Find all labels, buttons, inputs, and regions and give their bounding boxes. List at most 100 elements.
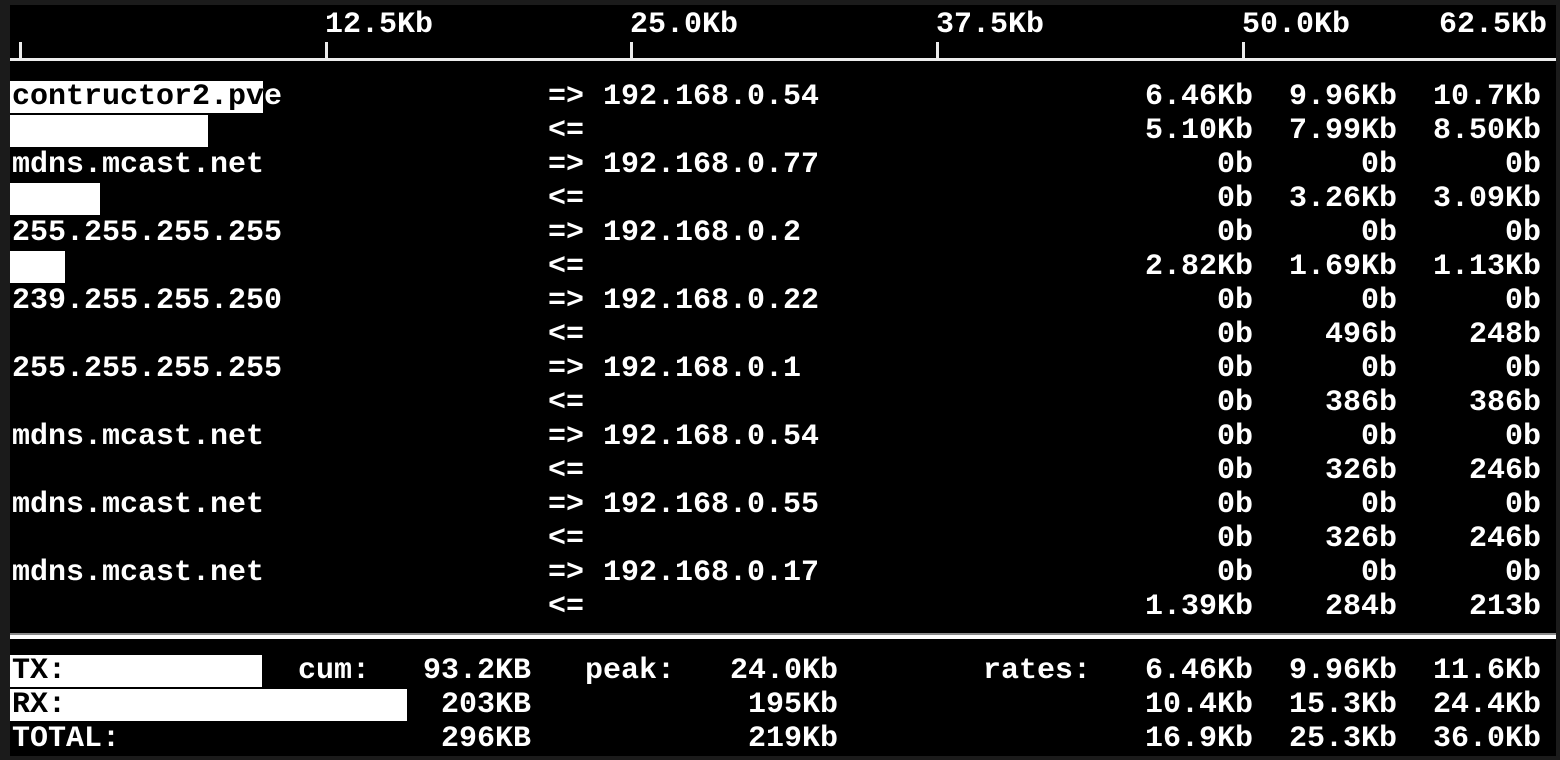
rx-rate-40s: 248b — [1468, 318, 1541, 352]
rx-rate-40s: 8.50Kb — [1432, 114, 1541, 148]
connection-row-tx: mdns.mcast.net => 192.168.0.17 0b 0b 0b — [10, 556, 1556, 590]
footer-row: RX: 203KB 195Kb 10.4Kb 15.3Kb 24.4Kb — [10, 688, 1556, 722]
rate-40s: 24.4Kb — [1432, 688, 1541, 722]
remote-host: 192.168.0.77 — [603, 148, 820, 182]
tx-rate-2s: 0b — [1216, 216, 1253, 250]
rx-traffic-bar — [10, 115, 208, 147]
tx-rate-40s: 0b — [1504, 556, 1541, 590]
tx-rate-40s: 0b — [1504, 216, 1541, 250]
remote-host: 192.168.0.2 — [603, 216, 802, 250]
tx-arrow: => — [548, 284, 585, 318]
footer-row: TX: cum: peak: rates: 93.2KB 24.0Kb 6.46Kb 9.96… — [10, 654, 1556, 688]
rx-rate-10s: 326b — [1324, 454, 1397, 488]
rx-rate-2s: 0b — [1216, 386, 1253, 420]
scale-tick — [936, 42, 939, 59]
tx-rate-10s: 0b — [1360, 148, 1397, 182]
tx-rate-10s: 9.96Kb — [1288, 80, 1397, 114]
connection-row-tx: mdns.mcast.net => 192.168.0.54 0b 0b 0b — [10, 420, 1556, 454]
rate-10s: 15.3Kb — [1288, 688, 1397, 722]
connection-row-tx: mdns.mcast.net => 192.168.0.55 0b 0b 0b — [10, 488, 1556, 522]
local-host: 255.255.255.255 — [12, 216, 283, 250]
peak-value: 219Kb — [747, 722, 838, 756]
remote-host: 192.168.0.22 — [603, 284, 820, 318]
tx-arrow: => — [548, 148, 585, 182]
scale-label-37.5kb: 37.5Kb — [936, 8, 1045, 42]
tx-arrow: => — [548, 420, 585, 454]
footer-row-label: TX: — [12, 654, 67, 688]
local-host: mdns.mcast.net — [12, 556, 265, 590]
rx-rate-40s: 386b — [1468, 386, 1541, 420]
rx-rate-10s: 496b — [1324, 318, 1397, 352]
cum-value: 203KB — [440, 688, 531, 722]
footer-row: TOTAL: 296KB 219Kb 16.9Kb 25.3Kb 36.0Kb — [10, 722, 1556, 756]
rx-rate-10s: 3.26Kb — [1288, 182, 1397, 216]
rx-arrow: <= — [548, 590, 585, 624]
rx-rate-40s: 3.09Kb — [1432, 182, 1541, 216]
connection-row-rx: <= 2.82Kb 1.69Kb 1.13Kb — [10, 250, 1556, 284]
cum-value: 296KB — [440, 722, 531, 756]
connection-row-tx: 255.255.255.255 => 192.168.0.2 0b 0b 0b — [10, 216, 1556, 250]
tx-rate-40s: 0b — [1504, 148, 1541, 182]
tx-rate-2s: 0b — [1216, 148, 1253, 182]
tx-rate-10s: 0b — [1360, 216, 1397, 250]
scale-label-50.0kb: 50.0Kb — [1242, 8, 1351, 42]
tx-rate-10s: 0b — [1360, 420, 1397, 454]
rx-arrow: <= — [548, 114, 585, 148]
rx-rate-10s: 386b — [1324, 386, 1397, 420]
footer-row-label: TOTAL: — [12, 722, 121, 756]
footer-separator — [10, 635, 1556, 639]
tx-rate-40s: 0b — [1504, 284, 1541, 318]
rate-2s: 6.46Kb — [1144, 654, 1253, 688]
connection-row-tx: 255.255.255.255 => 192.168.0.1 0b 0b 0b — [10, 352, 1556, 386]
rx-arrow: <= — [548, 318, 585, 352]
connection-row-tx: contructor2.pve => 192.168.0.54 6.46Kb 9.96K… — [10, 80, 1556, 114]
rx-arrow: <= — [548, 522, 585, 556]
tx-arrow: => — [548, 80, 585, 114]
scale-axis-line — [10, 58, 1556, 61]
tx-rate-2s: 0b — [1216, 284, 1253, 318]
peak-value: 195Kb — [747, 688, 838, 722]
local-host: mdns.mcast.net — [12, 420, 265, 454]
rx-rate-10s: 7.99Kb — [1288, 114, 1397, 148]
connection-row-rx: <= 5.10Kb 7.99Kb 8.50Kb — [10, 114, 1556, 148]
scale-tick — [19, 42, 22, 59]
local-host: contructor2.pve — [12, 80, 283, 114]
rx-rate-10s: 284b — [1324, 590, 1397, 624]
rx-rate-2s: 5.10Kb — [1144, 114, 1253, 148]
peak-column-label: peak: — [585, 654, 676, 688]
scale-label-12.5kb: 12.5Kb — [325, 8, 434, 42]
tx-arrow: => — [548, 488, 585, 522]
rx-rate-40s: 213b — [1468, 590, 1541, 624]
remote-host: 192.168.0.54 — [603, 420, 820, 454]
tx-rate-2s: 0b — [1216, 556, 1253, 590]
footer-row-label: RX: — [12, 688, 67, 722]
remote-host: 192.168.0.54 — [603, 80, 820, 114]
tx-rate-40s: 0b — [1504, 420, 1541, 454]
rate-40s: 11.6Kb — [1432, 654, 1541, 688]
tx-traffic-bar — [10, 81, 263, 113]
rx-arrow: <= — [548, 454, 585, 488]
connection-row-rx: <= 1.39Kb 284b 213b — [10, 590, 1556, 624]
rx-traffic-bar — [10, 183, 100, 215]
rx-rate-2s: 0b — [1216, 454, 1253, 488]
rx-rate-40s: 1.13Kb — [1432, 250, 1541, 284]
tx-rate-10s: 0b — [1360, 352, 1397, 386]
rx-arrow: <= — [548, 250, 585, 284]
tx-arrow: => — [548, 216, 585, 250]
rx-arrow: <= — [548, 182, 585, 216]
cum-column-label: cum: — [298, 654, 371, 688]
rx-rate-2s: 1.39Kb — [1144, 590, 1253, 624]
local-host: 239.255.255.250 — [12, 284, 283, 318]
rx-rate-2s: 0b — [1216, 182, 1253, 216]
rate-10s: 9.96Kb — [1288, 654, 1397, 688]
connection-row-tx: 239.255.255.250 => 192.168.0.22 0b 0b 0b — [10, 284, 1556, 318]
rates-column-label: rates: — [983, 654, 1092, 688]
local-host: 255.255.255.255 — [12, 352, 283, 386]
tx-rate-2s: 6.46Kb — [1144, 80, 1253, 114]
tx-rate-2s: 0b — [1216, 488, 1253, 522]
rx-traffic-bar — [10, 251, 65, 283]
rate-40s: 36.0Kb — [1432, 722, 1541, 756]
rx-rate-10s: 326b — [1324, 522, 1397, 556]
tx-rate-2s: 0b — [1216, 352, 1253, 386]
